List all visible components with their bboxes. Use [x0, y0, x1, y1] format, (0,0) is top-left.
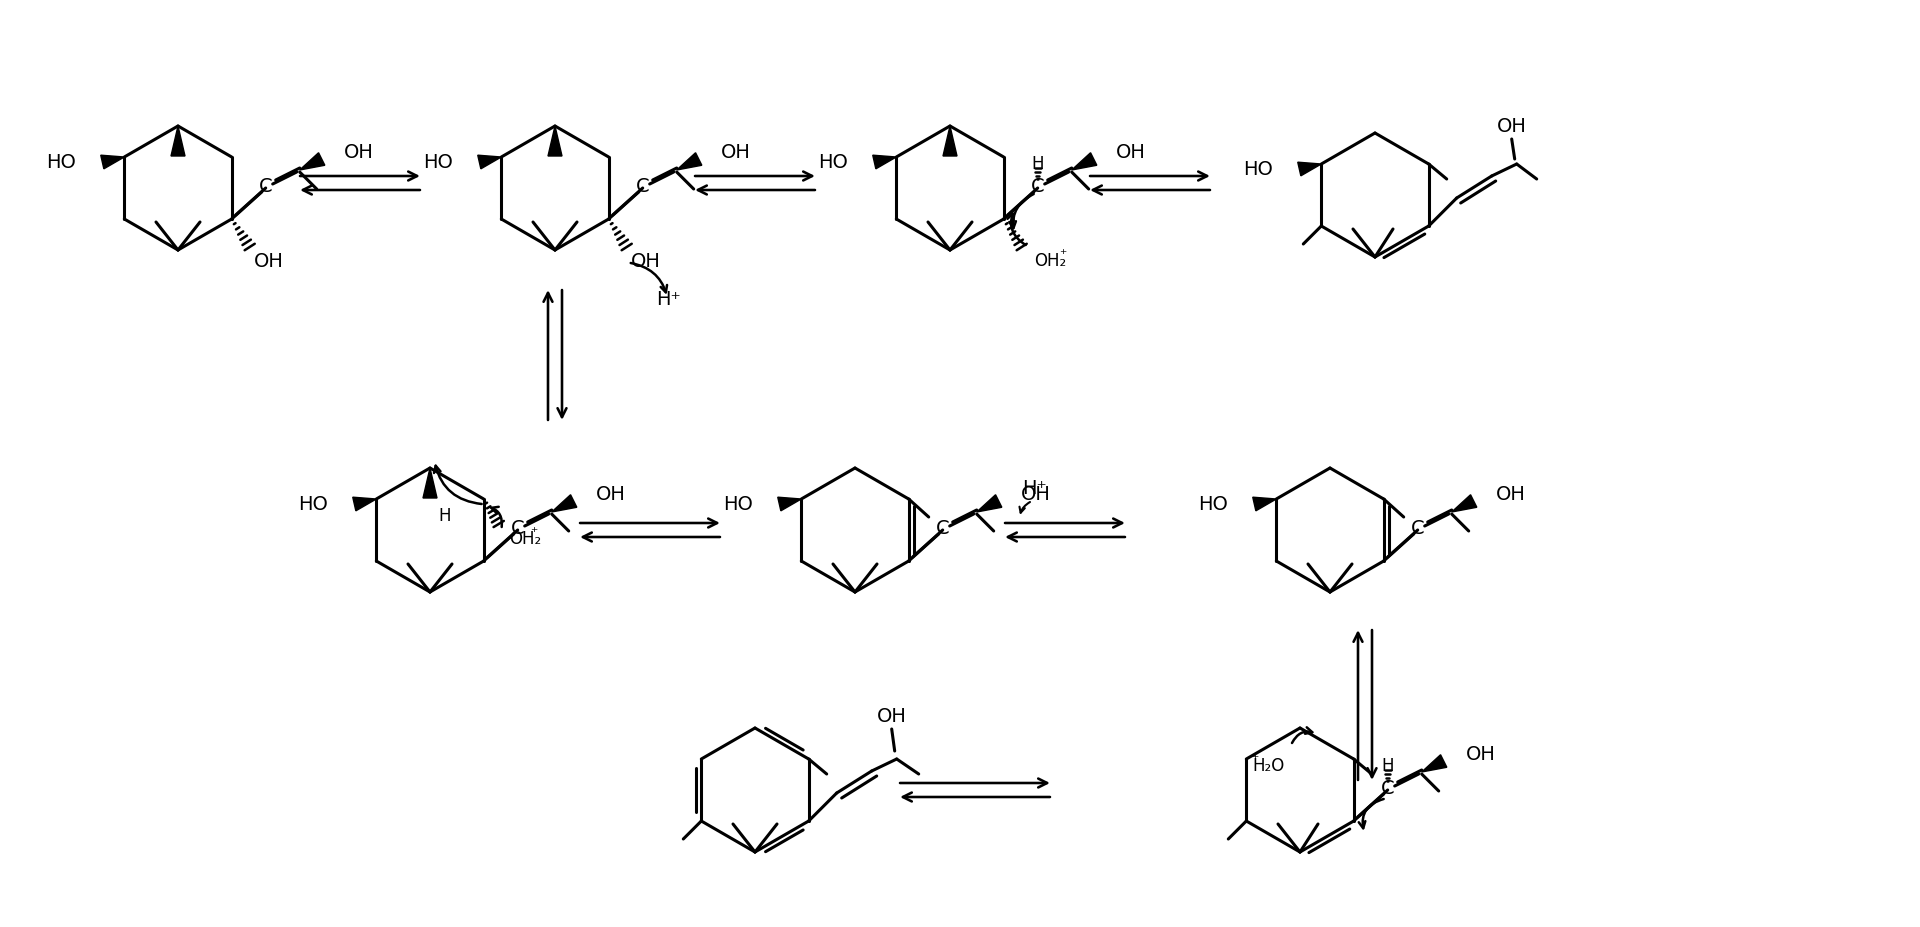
Text: C: C — [935, 518, 950, 538]
Polygon shape — [778, 497, 801, 511]
Polygon shape — [874, 155, 897, 169]
Text: HO: HO — [298, 494, 328, 514]
Text: HO: HO — [424, 153, 453, 171]
Text: H: H — [1031, 155, 1044, 173]
Polygon shape — [478, 155, 501, 169]
Text: OH: OH — [1465, 744, 1496, 764]
Text: HO: HO — [1244, 159, 1273, 179]
Polygon shape — [977, 495, 1002, 512]
Text: OH₂: OH₂ — [1033, 252, 1066, 270]
Text: H: H — [1382, 757, 1394, 775]
Polygon shape — [422, 468, 438, 498]
Text: HO: HO — [46, 153, 77, 171]
Text: OH: OH — [595, 485, 626, 503]
Polygon shape — [1421, 755, 1448, 772]
Text: OH: OH — [1021, 485, 1050, 503]
Text: C: C — [636, 176, 649, 196]
Text: HO: HO — [818, 153, 849, 171]
Polygon shape — [1252, 497, 1277, 511]
Text: ⁺: ⁺ — [530, 526, 538, 540]
Text: OH: OH — [1498, 117, 1526, 135]
Text: OH: OH — [1116, 143, 1146, 161]
Text: OH: OH — [1496, 485, 1526, 503]
Text: C: C — [1031, 176, 1044, 196]
Text: C: C — [1411, 518, 1425, 538]
Polygon shape — [353, 497, 376, 511]
Text: OH: OH — [720, 143, 751, 161]
Text: OH: OH — [253, 251, 284, 271]
Polygon shape — [171, 126, 184, 156]
Text: H: H — [440, 507, 451, 525]
Polygon shape — [1452, 495, 1476, 512]
Polygon shape — [551, 495, 576, 512]
Polygon shape — [300, 153, 324, 170]
Polygon shape — [547, 126, 563, 156]
Text: C: C — [511, 518, 524, 538]
Text: HO: HO — [724, 494, 753, 514]
Polygon shape — [1298, 162, 1321, 176]
Polygon shape — [100, 155, 125, 169]
Text: OH: OH — [344, 143, 374, 161]
Text: ⁺: ⁺ — [1058, 248, 1066, 262]
Text: OH₂: OH₂ — [509, 530, 541, 548]
Text: C: C — [259, 176, 273, 196]
Polygon shape — [676, 153, 703, 170]
Text: OH: OH — [877, 707, 906, 727]
Text: ⁺: ⁺ — [1252, 753, 1260, 767]
Polygon shape — [943, 126, 956, 156]
Text: OH: OH — [630, 251, 660, 271]
Text: HO: HO — [1198, 494, 1229, 514]
Text: H₂O: H₂O — [1252, 757, 1284, 775]
Polygon shape — [1071, 153, 1096, 170]
Text: H⁺: H⁺ — [657, 289, 682, 309]
Text: H⁺: H⁺ — [1023, 478, 1048, 498]
Text: C: C — [1380, 779, 1394, 797]
